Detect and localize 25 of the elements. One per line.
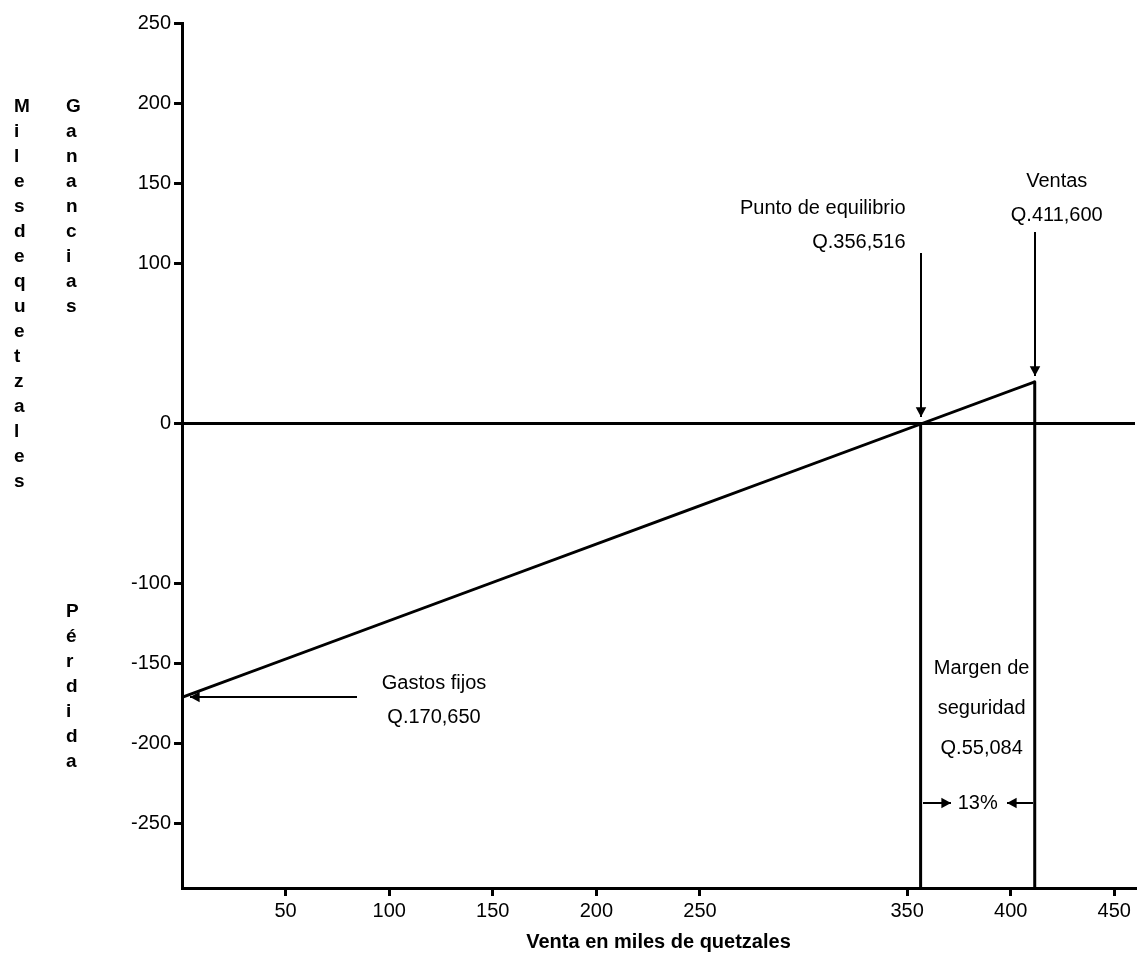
- annotation: Margen de seguridad Q.55,084: [933, 656, 1030, 759]
- x-tick-label: 50: [274, 898, 297, 921]
- x-tick-label: 150: [476, 898, 510, 921]
- x-axis-title: Venta en miles de quetzales: [526, 929, 791, 952]
- text: Ganancias Pérdida: [66, 95, 81, 771]
- y-tick-label: -200: [131, 731, 172, 754]
- x-tick-label: 250: [683, 898, 717, 921]
- x-tick-label: 450: [1097, 898, 1131, 921]
- annotation: Ventas Q.411,600: [1010, 169, 1103, 226]
- x-tick-label: 400: [994, 898, 1028, 921]
- y-tick-label: 150: [137, 170, 172, 193]
- y-tick-label: 100: [137, 250, 172, 273]
- x-tick-label: 100: [372, 898, 406, 921]
- y-tick-label: 0: [159, 410, 172, 433]
- x-tick-label: 200: [579, 898, 614, 921]
- x-tick-label: 350: [890, 898, 924, 921]
- y-tick-label: -100: [131, 571, 172, 594]
- annotation: Gastos fijos Q.170,650: [381, 670, 487, 727]
- text: Miles de quetzales: [14, 95, 30, 491]
- y-tick-label: 250: [137, 10, 172, 33]
- y-tick-label: -250: [131, 811, 172, 834]
- annotation: 13%: [957, 790, 998, 813]
- y-tick-label: -150: [131, 651, 172, 674]
- annotation: Punto de equilibrio Q.356,516: [739, 195, 906, 252]
- y-tick-label: 200: [137, 90, 172, 113]
